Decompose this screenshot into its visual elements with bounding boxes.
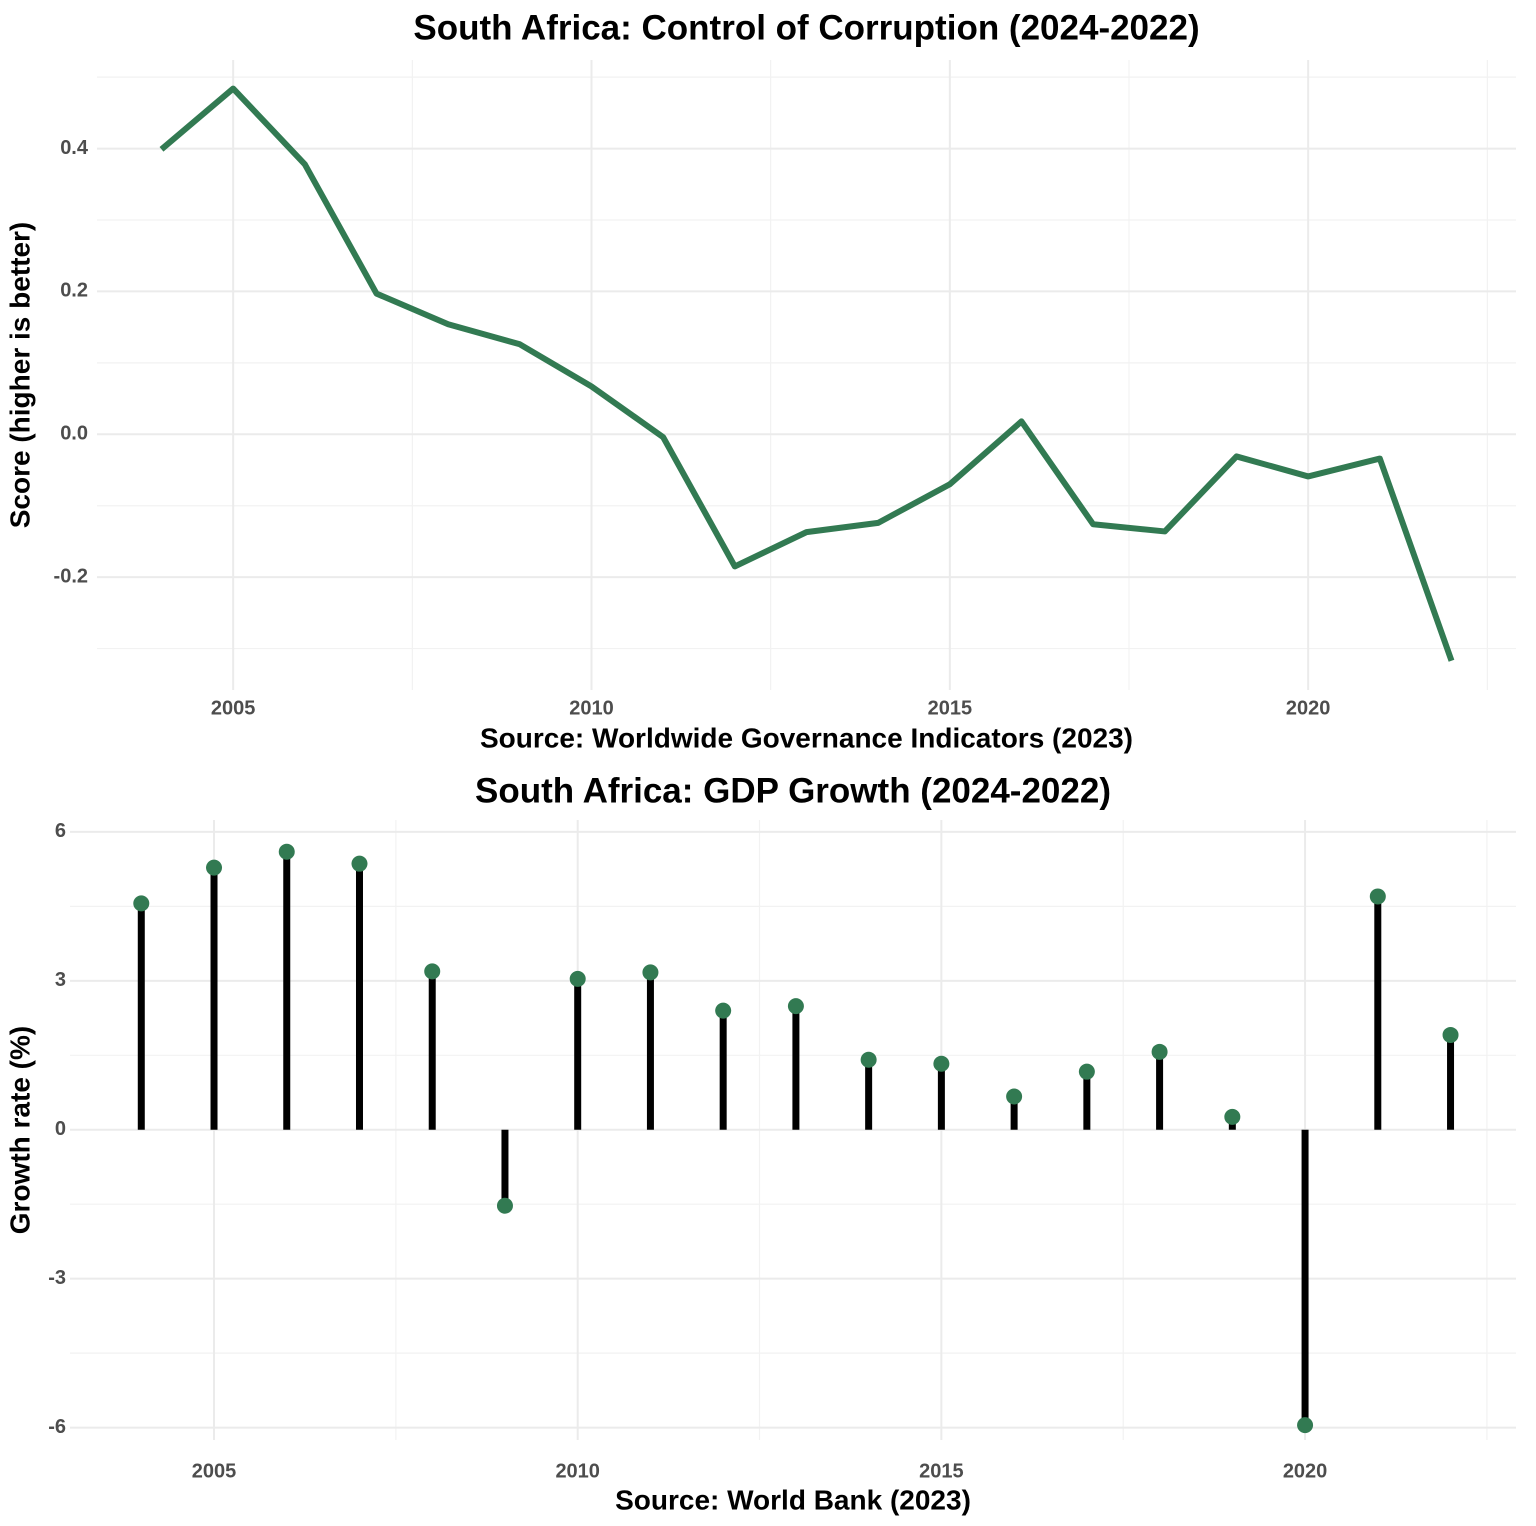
dot [1442, 1026, 1459, 1043]
y-axis-title: Growth rate (%) [4, 1026, 35, 1234]
dot [1006, 1088, 1023, 1105]
dot [933, 1055, 950, 1072]
chart-title: South Africa: Control of Corruption (202… [413, 8, 1199, 47]
x-axis-title: Source: World Bank (2023) [615, 1484, 971, 1515]
panel: 2005 2010 2015 2020 -0.2 0.0 0.2 0.4 South Afric… [4, 8, 1516, 753]
dot [351, 855, 368, 872]
dot [206, 859, 223, 876]
dot [787, 998, 804, 1015]
y-tick-label: -6 [48, 1416, 66, 1438]
dot [1224, 1108, 1241, 1125]
x-axis-title: Source: Worldwide Governance Indicators … [480, 722, 1133, 753]
x-tick-label: 2010 [569, 697, 614, 719]
x-tick-label: 2010 [555, 1460, 600, 1482]
dot [496, 1197, 513, 1214]
y-tick-label: 0.4 [60, 137, 89, 159]
x-tick-label: 2005 [211, 697, 256, 719]
y-tick-label: 0 [55, 1118, 66, 1140]
dot [133, 895, 150, 912]
dot [642, 964, 659, 981]
y-tick-label: 0.2 [60, 280, 88, 302]
y-tick-label: -3 [48, 1267, 66, 1289]
y-tick-label: 0.0 [60, 423, 88, 445]
dot [715, 1002, 732, 1019]
dot [860, 1051, 877, 1068]
x-tick-label: 2020 [1286, 697, 1331, 719]
chart-title: South Africa: GDP Growth (2024-2022) [475, 771, 1111, 810]
x-tick-label: 2015 [919, 1460, 964, 1482]
x-tick-label: 2020 [1283, 1460, 1328, 1482]
y-tick-label: 6 [55, 820, 66, 842]
y-tick-label: -0.2 [54, 565, 88, 587]
dot [424, 963, 441, 980]
dot [1151, 1043, 1168, 1060]
panel: 2005 2010 2015 2020 -6 -3 0 3 6 South Africa: GDP… [4, 771, 1516, 1515]
y-axis-title: Score (higher is better) [4, 222, 35, 529]
dot [1078, 1063, 1095, 1080]
y-tick-label: 3 [55, 969, 66, 991]
x-tick-label: 2015 [928, 697, 973, 719]
dot [569, 970, 586, 987]
dot [1369, 888, 1386, 905]
dot [278, 843, 295, 860]
x-tick-label: 2005 [192, 1460, 237, 1482]
data-line [159, 85, 1455, 662]
dot [1297, 1417, 1314, 1434]
